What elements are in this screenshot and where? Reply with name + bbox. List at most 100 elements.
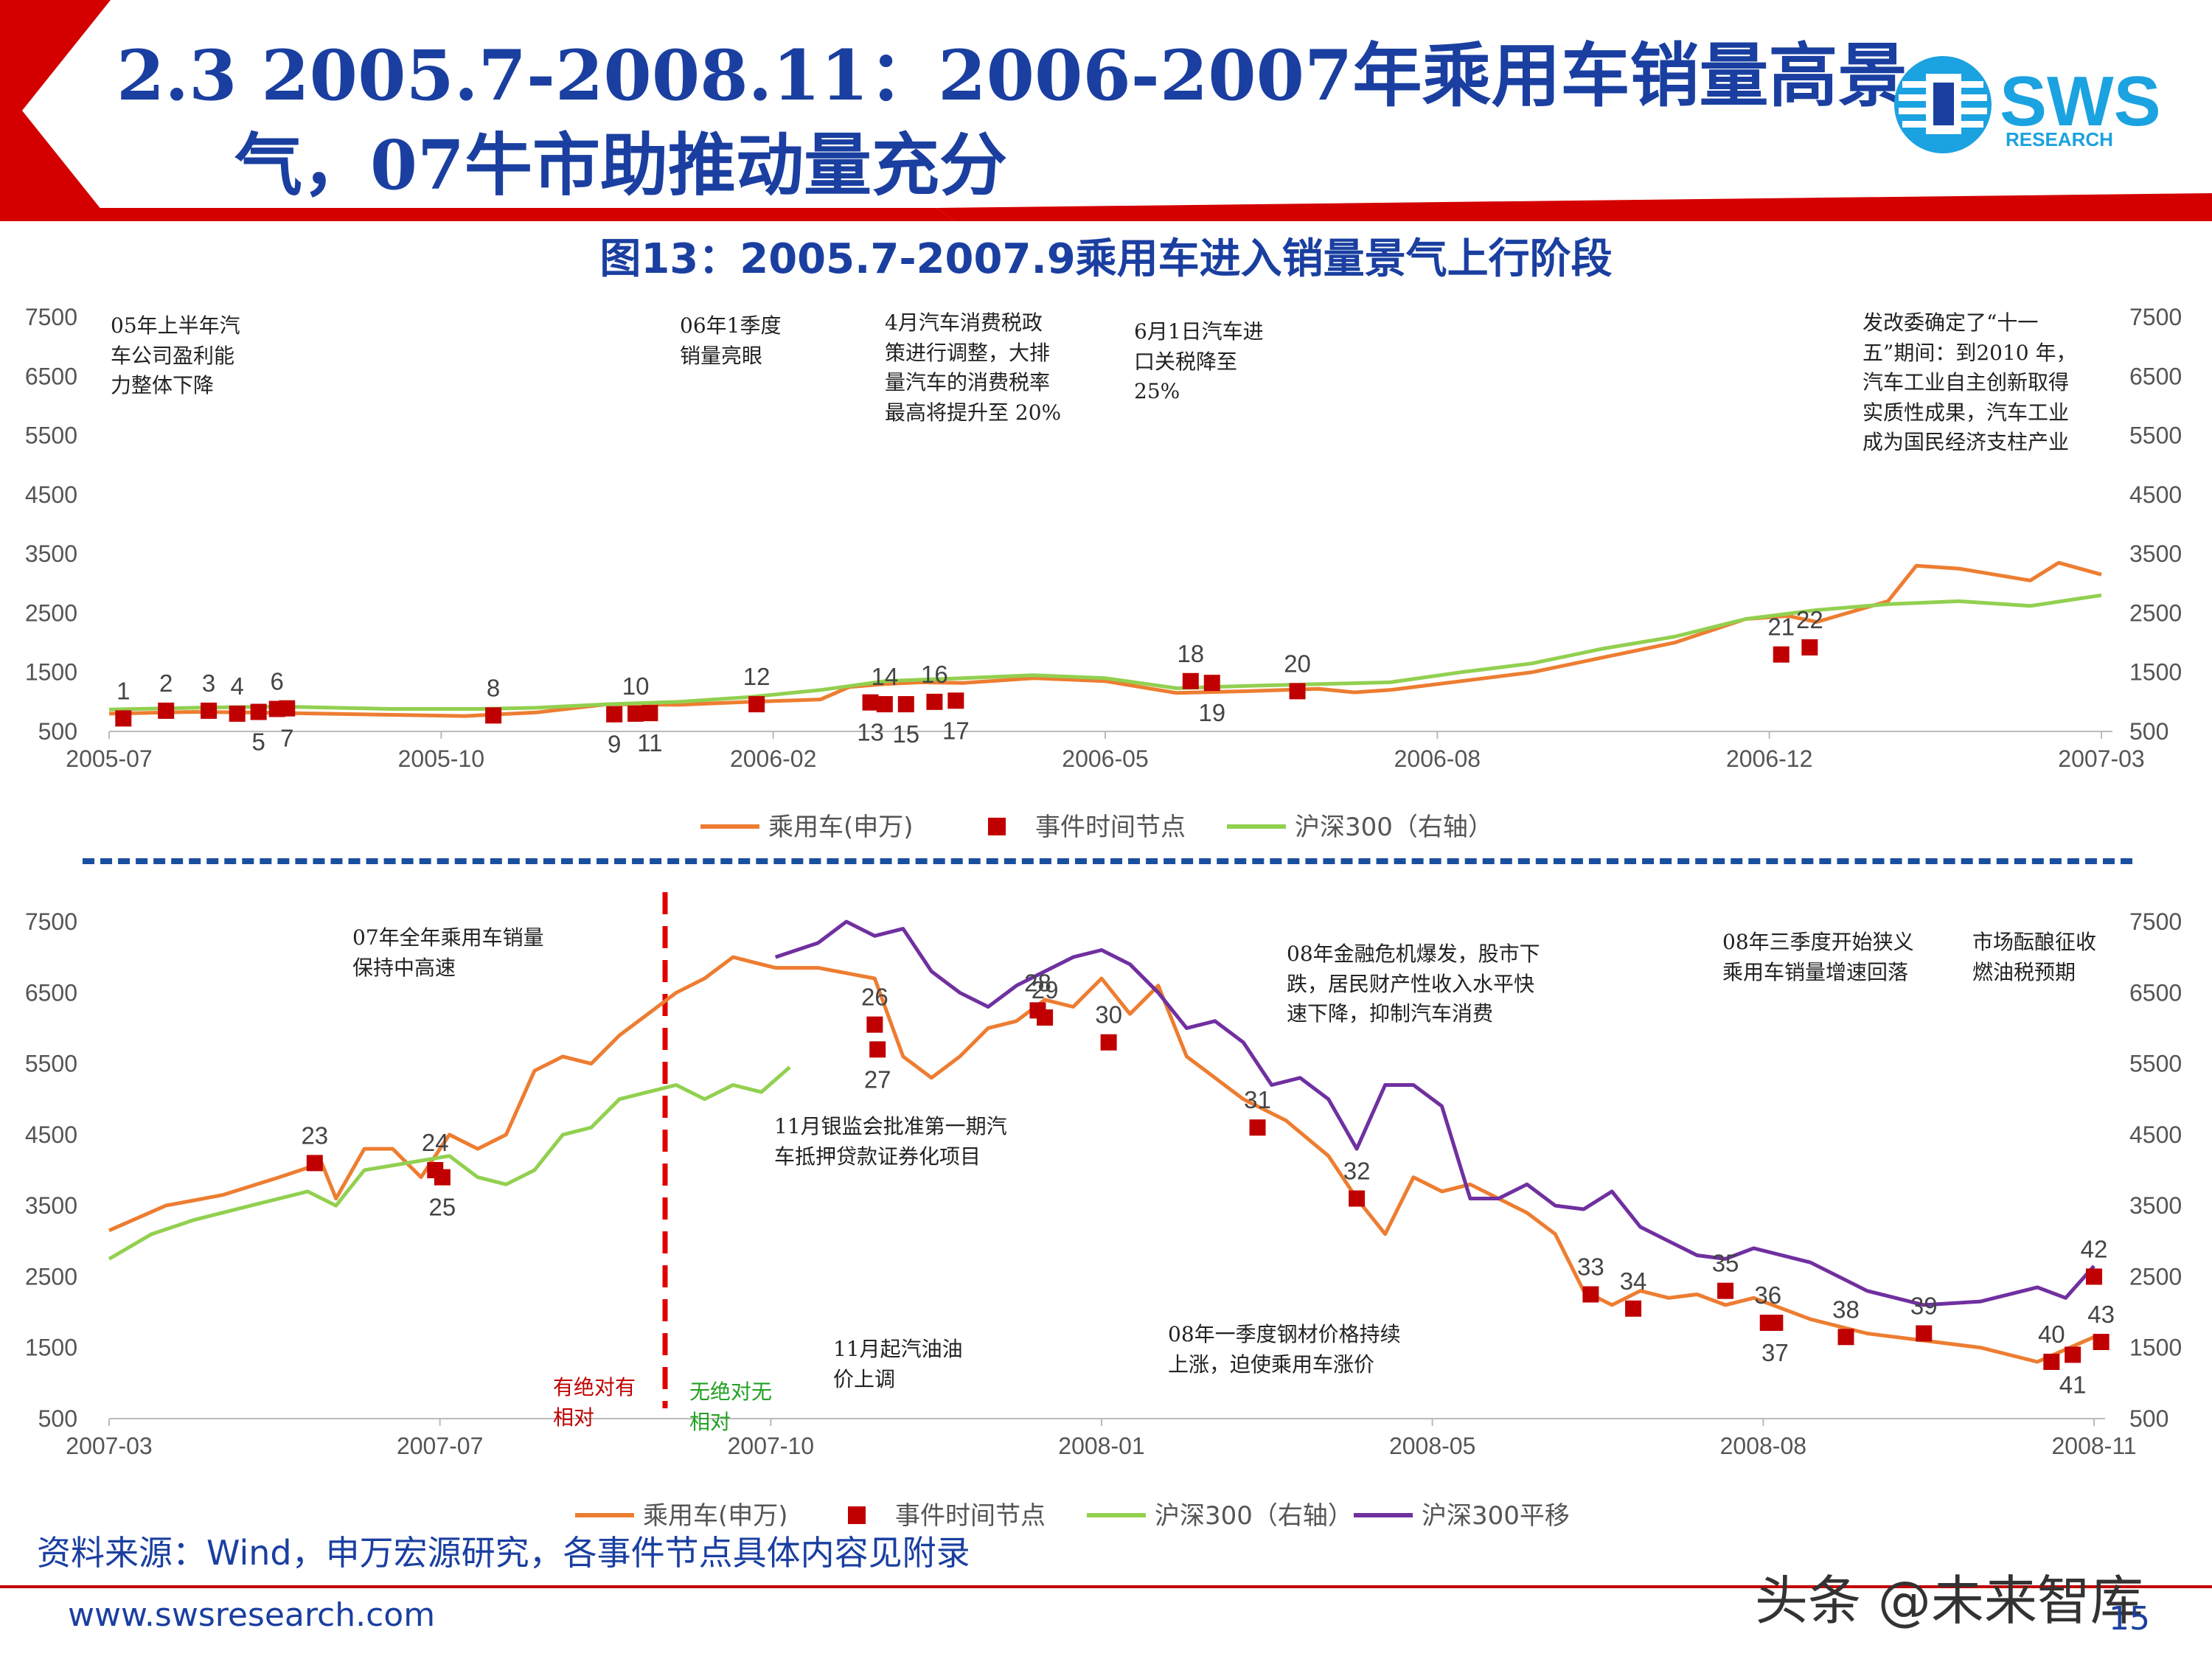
event-label: 23 (301, 1121, 328, 1149)
event-marker (1349, 1190, 1366, 1207)
footer-rule (0, 1585, 2212, 1588)
legend-swatch (848, 1506, 866, 1524)
event-label: 42 (2081, 1235, 2108, 1262)
y-tick-label: 7500 (25, 304, 77, 330)
annotation-ndrc: 发改委确定了“十一 五”期间：到2010 年， 汽车工业自主创新取得 实质性成果… (1863, 310, 2077, 455)
title-line-2: 气，07牛市助推动量充分 (234, 125, 1008, 205)
event-marker (201, 702, 218, 719)
event-marker (2065, 1346, 2081, 1363)
logo-text: SWS (2000, 62, 2161, 141)
y2-tick-label: 5500 (2129, 1051, 2182, 1077)
title-line-1: 2.3 2005.7-2008.11：2006-2007年乘用车销量高景 (116, 35, 1907, 116)
event-marker (250, 703, 267, 720)
event-label: 38 (1832, 1295, 1860, 1323)
event-marker (866, 1016, 883, 1033)
y2-tick-label: 2500 (2129, 599, 2182, 626)
event-label: 36 (1754, 1281, 1781, 1309)
event-label: 11 (637, 729, 662, 757)
event-label: 31 (1244, 1086, 1271, 1113)
legend-label: 乘用车(申万) (643, 1501, 788, 1526)
y2-tick-label: 3500 (2129, 540, 2182, 567)
annotation-consumption-tax: 4月汽车消费税政 策进行调整，大排 量汽车的消费税率 最高将提升至 20% (885, 310, 1062, 425)
y-tick-label: 6500 (25, 979, 77, 1006)
event-marker (926, 693, 943, 710)
event-marker (1717, 1282, 1734, 1299)
event-label: 29 (1032, 976, 1059, 1004)
event-marker (1182, 672, 1199, 689)
event-label: 28 (1024, 969, 1051, 996)
x-tick-label: 2007-03 (2058, 745, 2144, 772)
event-label: 14 (871, 663, 898, 690)
y2-tick-label: 3500 (2129, 1192, 2182, 1219)
x-tick-label: 2008-11 (2051, 1433, 2136, 1459)
event-label: 37 (1761, 1339, 1789, 1366)
event-label: 26 (861, 984, 888, 1011)
y2-tick-label: 6500 (2129, 363, 2182, 389)
x-tick-label: 2006-05 (1062, 745, 1148, 772)
watermark: 头条 @未来智库 (1755, 1570, 2143, 1632)
section-divider (83, 858, 2132, 864)
y-tick-label: 500 (38, 1405, 77, 1432)
event-marker (1203, 675, 1220, 692)
y-tick-label: 4500 (25, 1121, 77, 1148)
y-tick-label: 4500 (25, 481, 77, 508)
event-label: 41 (2059, 1371, 2087, 1398)
series-line (108, 1065, 791, 1261)
event-marker (158, 702, 175, 719)
x-tick-label: 2005-07 (66, 745, 152, 772)
event-label: 43 (2087, 1301, 2115, 1328)
event-marker (115, 710, 132, 727)
annotation-fuel-tax: 市场酝酿征收 燃油税预期 (1972, 930, 2097, 984)
event-marker (1767, 1315, 1784, 1332)
website-link[interactable]: www.swsresearch.com (68, 1596, 436, 1634)
event-marker (1582, 1286, 1599, 1303)
event-marker (1916, 1325, 1933, 1342)
event-label: 24 (422, 1129, 449, 1156)
event-marker (306, 1155, 323, 1172)
annotation-securitization: 11月银监会批准第一期汽 车抵押贷款证券化项目 (774, 1114, 1007, 1169)
legend-label: 沪深300平移 (1422, 1501, 1570, 1526)
label-absolute-relative: 有绝对有 相对 (553, 1375, 636, 1430)
event-marker (862, 694, 879, 711)
event-marker (279, 700, 296, 717)
y-tick-label: 2500 (25, 599, 77, 626)
x-tick-label: 2006-12 (1726, 745, 1812, 772)
y-tick-label: 5500 (25, 422, 77, 449)
page-number: 15 (2109, 1600, 2150, 1638)
event-marker (1100, 1034, 1117, 1051)
sws-logo: SWS RESEARCH (1888, 52, 2197, 162)
event-label: 27 (864, 1065, 891, 1093)
event-label: 3 (202, 669, 215, 697)
annotation-q3-slowdown: 08年三季度开始狭义 乘用车销量增速回落 (1722, 930, 1914, 984)
event-marker (1289, 683, 1306, 700)
event-label: 19 (1198, 699, 1225, 726)
event-label: 40 (2038, 1321, 2065, 1348)
event-label: 13 (857, 719, 884, 746)
event-marker (876, 696, 893, 713)
legend-label: 事件时间节点 (1035, 813, 1186, 842)
y2-tick-label: 500 (2129, 1405, 2168, 1432)
figure-title: 图13：2005.7-2007.9乘用车进入销量景气上行阶段 (599, 235, 1613, 283)
series-line (108, 593, 2102, 712)
event-label: 9 (608, 731, 621, 758)
y-tick-label: 2500 (25, 1263, 77, 1290)
logo-subtext: RESEARCH (2006, 128, 2113, 150)
source-note: 资料来源：Wind，申万宏源研究，各事件节点具体内容见附录 (37, 1533, 970, 1573)
series-line (108, 955, 2096, 1364)
series-line (108, 560, 2102, 718)
legend-label: 乘用车(申万) (768, 813, 914, 842)
y-tick-label: 5500 (25, 1051, 77, 1077)
event-marker (748, 696, 765, 713)
event-label: 30 (1095, 1001, 1122, 1029)
event-marker (434, 1169, 451, 1186)
x-tick-label: 2007-07 (397, 1433, 483, 1459)
chart-2007-2008: 500 1500 2500 3500 4500 5500 6500 7500 500 1500 25… (25, 892, 2182, 1526)
legend-label: 沪深300（右轴） (1295, 813, 1493, 842)
event-label: 35 (1712, 1250, 1739, 1277)
event-label: 32 (1343, 1158, 1371, 1185)
event-label: 21 (1767, 613, 1795, 641)
x-tick-label: 2005-10 (398, 745, 484, 772)
annotation-financial-crisis: 08年金融危机爆发，股市下 跌，居民财产性收入水平快 速下降，抑制汽车消费 (1287, 942, 1540, 1026)
event-marker (947, 692, 964, 709)
event-marker (897, 696, 914, 713)
